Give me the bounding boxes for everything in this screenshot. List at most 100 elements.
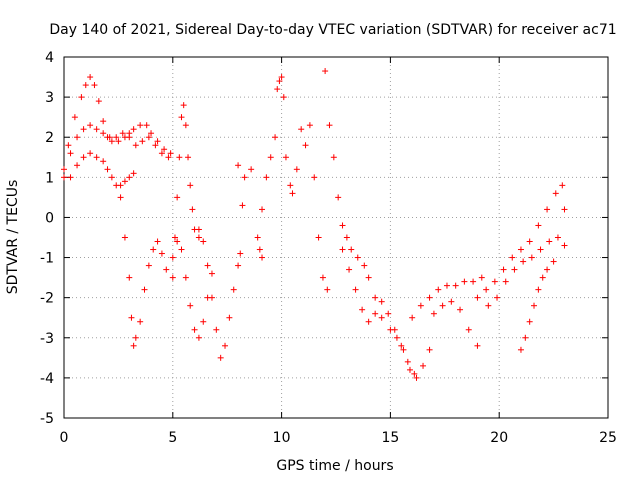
data-point [550,258,557,265]
data-point [461,278,468,285]
data-point [167,150,174,157]
data-point [280,94,287,101]
data-point [348,246,355,253]
data-point [287,182,294,189]
data-point [322,68,329,75]
data-point [413,374,420,381]
data-point [398,342,405,349]
series-15 [517,258,557,353]
data-point [213,326,220,333]
data-point [324,286,331,293]
data-point [391,326,398,333]
gridlines [64,57,608,418]
data-point [200,238,207,245]
y-tick-label: -5 [40,411,54,427]
data-point [278,74,285,81]
series-10 [339,246,418,377]
data-point [474,342,481,349]
data-point [182,274,189,281]
x-tick-label: 25 [599,430,617,446]
data-point [330,154,337,161]
data-point [267,154,274,161]
data-point [161,146,168,153]
data-point [539,274,546,281]
data-point [365,274,372,281]
data-point [435,286,442,293]
data-point [409,314,416,321]
data-point [354,254,361,261]
data-point [256,246,263,253]
data-point [319,274,326,281]
series-2 [61,122,172,181]
data-point [104,166,111,173]
data-point [443,282,450,289]
data-point [417,302,424,309]
data-point [174,238,181,245]
data-point [195,234,202,241]
data-point [478,274,485,281]
x-tick-label: 20 [490,430,508,446]
data-point [559,182,566,189]
y-tick-label: 0 [45,210,54,226]
data-point [87,150,94,157]
data-point [485,302,492,309]
chart-title: Day 140 of 2021, Sidereal Day-to-day VTE… [49,22,616,38]
data-point [526,318,533,325]
data-point [126,134,133,141]
data-point [517,246,524,253]
series-5 [169,102,202,281]
data-point [74,134,81,141]
data-point [276,78,283,85]
data-point [372,310,379,317]
data-point [178,246,185,253]
data-point [237,250,244,257]
data-point [82,82,89,89]
data-point [491,278,498,285]
x-tick-label: 0 [60,430,69,446]
data-point [130,126,137,133]
y-tick-label: 2 [45,130,54,146]
data-point [522,334,529,341]
series-9 [322,68,433,381]
data-point [470,278,477,285]
data-point [378,314,385,321]
data-point [378,298,385,305]
y-tick-label: -3 [40,331,54,347]
data-point [117,194,124,201]
data-point [169,254,176,261]
data-point [230,286,237,293]
data-point [520,258,527,265]
data-point [346,266,353,273]
data-point [452,282,459,289]
data-point [71,114,78,121]
data-marks [61,68,568,381]
y-tick-label: -2 [40,291,54,307]
data-point [174,194,181,201]
data-point [100,118,107,125]
data-point [208,270,215,277]
data-point [226,314,233,321]
data-point [61,174,67,181]
data-point [195,226,202,233]
data-point [282,154,289,161]
data-point [528,254,535,261]
data-point [302,142,309,149]
data-point [182,122,189,129]
data-point [100,158,107,165]
data-point [130,342,137,349]
x-tick-label: 10 [273,430,291,446]
data-point [178,114,185,121]
data-point [208,294,215,301]
data-point [176,154,183,161]
data-point [293,166,300,173]
data-point [448,298,455,305]
data-point [95,98,102,105]
data-point [108,138,115,145]
data-point [185,154,192,161]
data-point [254,234,261,241]
data-point [158,250,165,257]
x-axis-label: GPS time / hours [276,458,393,474]
data-point [180,102,187,109]
data-point [359,306,366,313]
